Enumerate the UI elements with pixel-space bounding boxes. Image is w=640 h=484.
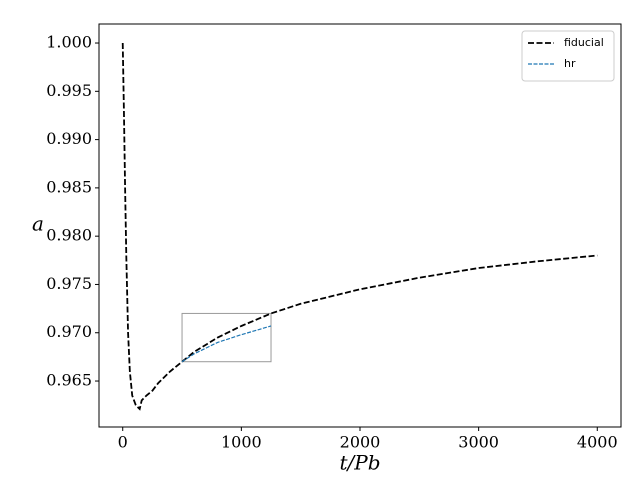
y-tick-label: 0.970 [46, 322, 92, 341]
x-axis-label: t/Pb [339, 451, 380, 475]
legend-label: fiducial [564, 36, 604, 49]
y-tick-label: 0.985 [46, 177, 92, 196]
legend-label: hr [564, 57, 576, 70]
x-tick-label: 3000 [458, 433, 499, 452]
x-tick-label: 2000 [340, 433, 381, 452]
x-tick-label: 0 [118, 433, 128, 452]
x-tick-label: 4000 [577, 433, 618, 452]
y-tick-label: 0.995 [46, 81, 92, 100]
y-tick-label: 0.975 [46, 274, 92, 293]
line-series [181, 325, 272, 363]
plot-frame [98, 23, 622, 428]
y-tick-label: 0.990 [46, 129, 92, 148]
line-series [121, 43, 598, 411]
y-tick-label: 1.000 [46, 33, 92, 52]
x-tick-label: 1000 [221, 433, 262, 452]
y-tick-label: 0.965 [46, 371, 92, 390]
y-tick-label: 0.980 [46, 226, 92, 245]
y-axis-label: a [32, 212, 44, 236]
zoom-box [181, 312, 272, 363]
